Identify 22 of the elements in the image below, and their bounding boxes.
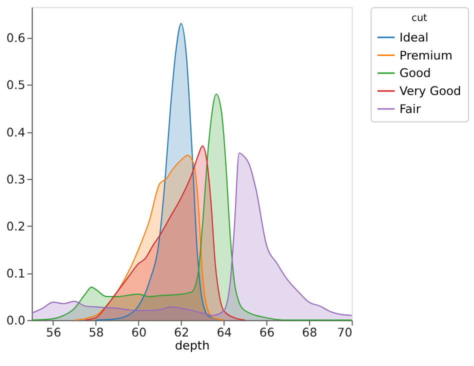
y-tick-label: 0.6 [6,31,26,46]
legend-title: cut [412,12,428,24]
legend-label: Premium [399,48,452,62]
x-axis-title: depth [174,338,210,352]
x-tick-label: 56 [46,326,62,340]
x-tick-label: 60 [131,326,147,340]
x-tick-label: 70 [337,326,352,340]
legend-label: Very Good [399,84,462,98]
x-tick-label: 58 [88,326,104,340]
y-tick-label: 0.0 [6,314,26,328]
legend-label: Fair [399,102,421,116]
y-tick-label: 0.2 [6,219,26,234]
legend-label: Good [399,66,431,80]
y-tick-label: 0.3 [6,172,26,186]
y-tick-label: 0.1 [6,266,26,281]
x-tick-label: 64 [216,326,232,340]
x-tick-label: 68 [302,326,318,340]
legend-label: Ideal [399,30,428,44]
y-tick-label: 0.4 [6,125,26,140]
x-tick-label: 66 [259,326,275,340]
y-tick-label: 0.5 [6,78,26,92]
x-tick-label: 62 [174,326,190,340]
